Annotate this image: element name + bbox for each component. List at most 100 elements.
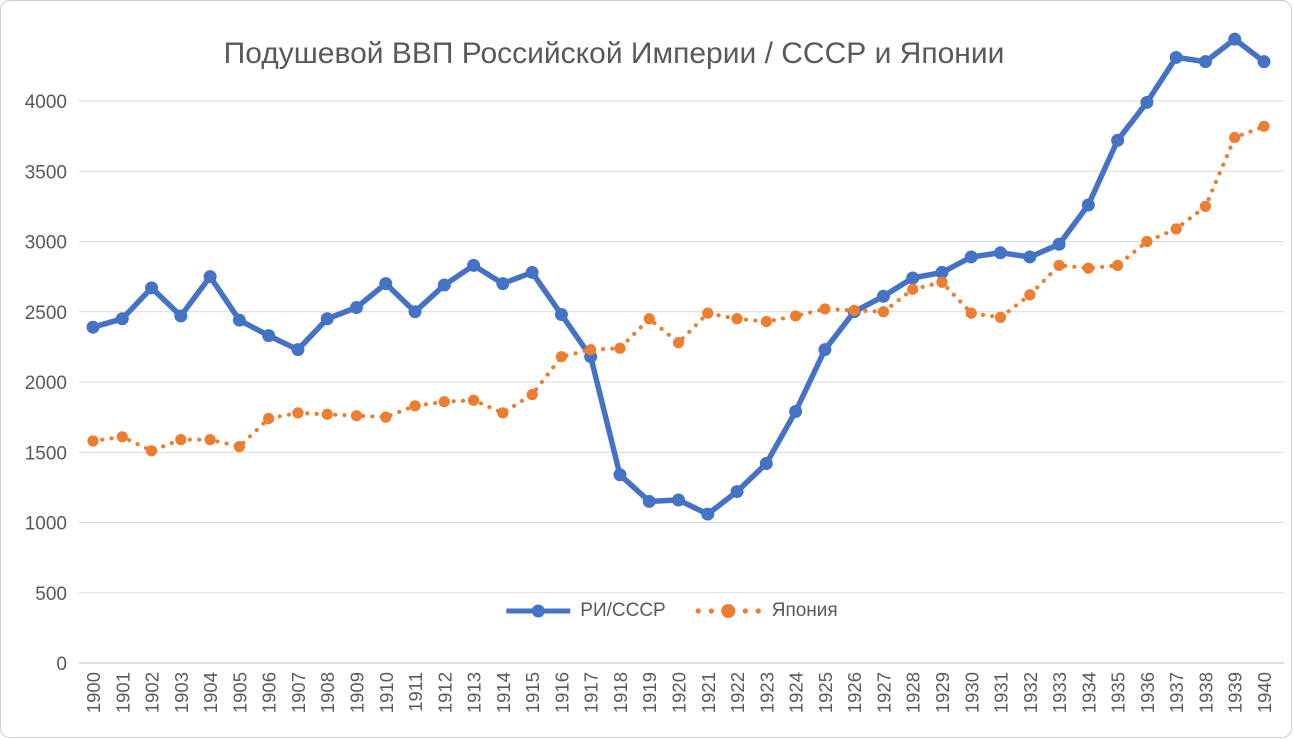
x-axis-tick-label: 1926	[844, 672, 865, 713]
series-0-marker	[1140, 95, 1154, 109]
series-1-marker	[145, 445, 158, 457]
x-axis-tick-label: 1922	[727, 672, 748, 713]
x-axis-tick-label: 1918	[610, 672, 631, 713]
series-0-marker	[291, 343, 305, 357]
series-0-marker	[964, 250, 978, 264]
series-1-marker	[1229, 131, 1241, 144]
y-axis-tick-label: 2000	[25, 373, 67, 394]
series-1-marker	[585, 344, 597, 356]
y-axis-tick-label: 0	[56, 654, 67, 675]
x-axis-tick-label: 1931	[991, 672, 1012, 713]
y-axis-tick-label: 1500	[25, 443, 67, 464]
series-1-marker	[1258, 120, 1270, 132]
series-0-marker	[994, 246, 1008, 260]
series-1-marker	[907, 283, 919, 295]
series-1-marker	[1112, 259, 1124, 271]
series-0-marker	[115, 312, 129, 326]
series-0-marker	[437, 278, 451, 292]
x-axis-tick-label: 1903	[171, 672, 192, 713]
x-axis-tick-label: 1901	[112, 672, 133, 713]
series-0-marker	[759, 456, 773, 470]
x-axis-tick-label: 1938	[1195, 672, 1216, 713]
x-axis-tick-label: 1910	[376, 672, 397, 713]
series-0-marker	[1081, 198, 1095, 212]
series-1-marker	[175, 434, 187, 446]
x-axis-tick-label: 1939	[1225, 672, 1246, 713]
series-1-marker	[263, 412, 275, 425]
x-axis-tick-label: 1919	[639, 672, 660, 713]
y-axis-tick-label: 3500	[25, 162, 67, 183]
series-1-marker	[555, 351, 568, 363]
series-0-marker	[613, 468, 627, 482]
series-0-marker	[525, 265, 539, 279]
series-1-marker	[790, 310, 802, 322]
series-0-marker	[554, 308, 568, 322]
x-axis-tick-label: 1906	[259, 672, 280, 713]
x-axis-tick-label: 1911	[405, 672, 426, 712]
x-axis-tick-label: 1923	[756, 672, 777, 713]
x-axis-tick-label: 1933	[1049, 672, 1070, 713]
series-0-marker	[672, 493, 685, 507]
x-axis-tick-label: 1932	[1020, 672, 1041, 713]
series-1-marker	[614, 342, 626, 354]
series-0-marker	[379, 277, 393, 291]
series-1-marker	[87, 435, 99, 447]
x-axis-tick-label: 1902	[142, 672, 163, 713]
series-0-marker	[906, 271, 920, 285]
series-1-marker	[1082, 262, 1094, 274]
series-1-marker	[321, 408, 333, 420]
legend-item-ri-ussr: РИ/СССР	[504, 600, 666, 622]
series-0-marker	[320, 312, 334, 326]
x-axis-tick-label: 1908	[317, 672, 338, 713]
legend-marker-ri-ussr-icon	[506, 604, 571, 618]
series-1-marker	[848, 304, 860, 316]
legend-item-japan: Япония	[694, 600, 838, 622]
x-axis-tick-label: 1915	[522, 672, 543, 713]
series-0-marker	[1169, 50, 1183, 64]
series-1-marker	[1170, 223, 1182, 235]
series-1-marker	[1024, 289, 1036, 301]
legend-label-ri-ussr: РИ/СССР	[580, 600, 666, 621]
legend-marker-japan-icon	[696, 604, 762, 618]
x-axis-tick-label: 1940	[1254, 672, 1275, 713]
series-1-marker	[819, 303, 831, 315]
x-axis-tick-label: 1935	[1108, 672, 1129, 713]
series-1-marker	[116, 431, 128, 443]
series-line-0	[90, 36, 1267, 517]
y-axis-tick-label: 2500	[25, 303, 67, 324]
series-1-marker	[350, 410, 363, 422]
x-axis-tick-label: 1937	[1166, 672, 1187, 713]
series-0-marker	[876, 289, 890, 303]
series-1-marker	[292, 407, 304, 419]
x-axis-tick-label: 1912	[434, 672, 455, 713]
series-1-marker	[233, 441, 245, 453]
series-1-marker	[1141, 235, 1153, 248]
series-0-marker	[1228, 32, 1242, 46]
series-0-marker	[349, 301, 363, 315]
series-1-marker	[672, 337, 685, 349]
x-axis-tick-label: 1934	[1078, 672, 1099, 713]
x-axis-tick-label: 1928	[903, 672, 924, 713]
series-0-marker	[174, 309, 188, 323]
series-1-marker	[643, 313, 655, 325]
x-axis-tick-label: 1924	[786, 672, 807, 713]
x-axis-tick-label: 1904	[200, 672, 221, 713]
x-axis-tick-label: 1916	[551, 672, 572, 713]
series-1-marker	[204, 434, 216, 446]
series-0-marker	[232, 313, 246, 327]
x-axis-tick-label: 1930	[961, 672, 982, 713]
series-0-marker	[789, 405, 803, 419]
series-1-marker	[760, 315, 772, 328]
x-axis-tick-label: 1909	[346, 672, 367, 713]
series-1-marker	[877, 306, 890, 318]
series-1-marker	[497, 407, 509, 419]
x-axis-tick-label: 1913	[464, 672, 485, 713]
series-0-marker	[935, 265, 949, 279]
x-axis-tick-label: 1907	[288, 672, 309, 713]
series-0-marker	[496, 277, 510, 291]
legend-label-japan: Япония	[771, 600, 838, 621]
series-1-marker	[380, 411, 392, 423]
y-axis-tick-label: 1000	[25, 514, 67, 535]
series-0-marker	[642, 494, 656, 508]
